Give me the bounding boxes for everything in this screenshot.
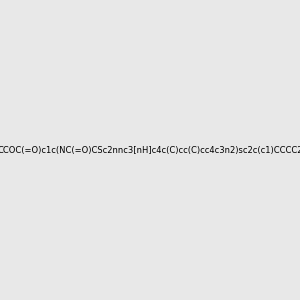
Text: CCOC(=O)c1c(NC(=O)CSc2nnc3[nH]c4c(C)cc(C)cc4c3n2)sc2c(c1)CCCC2: CCOC(=O)c1c(NC(=O)CSc2nnc3[nH]c4c(C)cc(C…	[0, 146, 300, 154]
